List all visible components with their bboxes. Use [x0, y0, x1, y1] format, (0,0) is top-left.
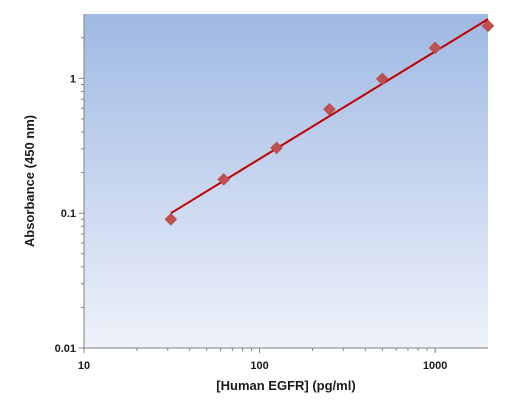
- x-axis-ticks: 10 100 1000: [78, 348, 447, 372]
- data-point: [428, 41, 442, 55]
- data-point: [323, 102, 336, 116]
- y-tick-label: 0.01: [55, 343, 76, 355]
- x-tick-label: 1000: [423, 360, 447, 372]
- y-tick-label: 1: [70, 73, 76, 85]
- y-axis-ticks: 0.01 0.1 1: [55, 37, 84, 355]
- data-point: [270, 141, 283, 155]
- data-point: [481, 19, 495, 33]
- data-point: [164, 212, 178, 226]
- data-point: [375, 72, 389, 86]
- data-point: [217, 173, 231, 186]
- x-tick-label: 100: [250, 360, 268, 372]
- x-axis-title: [Human EGFR] (pg/ml): [216, 378, 355, 393]
- data-points: [164, 19, 495, 226]
- y-axis-title: Absorbance (450 nm): [22, 115, 37, 247]
- plot-area: [84, 14, 488, 348]
- x-tick-label: 10: [78, 360, 90, 372]
- y-tick-label: 0.1: [61, 208, 76, 220]
